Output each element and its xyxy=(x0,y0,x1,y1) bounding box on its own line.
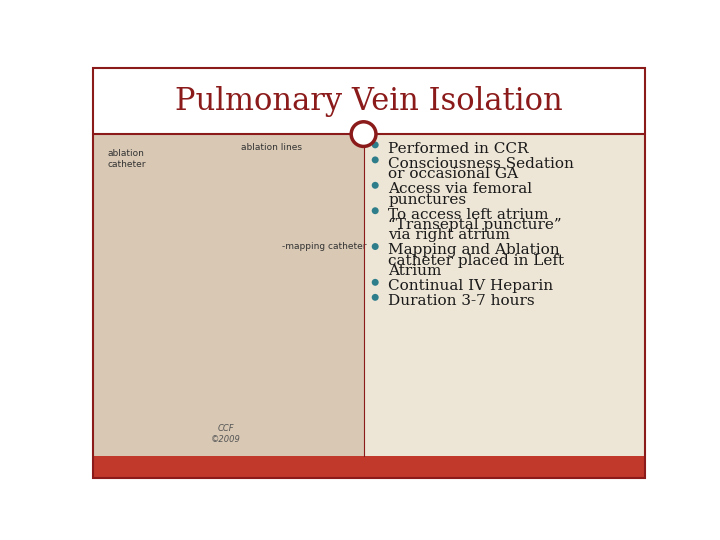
Text: Mapping and Ablation: Mapping and Ablation xyxy=(388,244,560,258)
Text: Duration 3-7 hours: Duration 3-7 hours xyxy=(388,294,535,308)
Text: or occasional GA: or occasional GA xyxy=(388,167,518,181)
Circle shape xyxy=(372,141,379,149)
Text: -mapping catheter: -mapping catheter xyxy=(282,242,366,251)
Circle shape xyxy=(372,243,379,250)
Text: Performed in CCR: Performed in CCR xyxy=(388,142,529,156)
Text: ablation lines: ablation lines xyxy=(241,143,302,152)
Text: Atrium: Atrium xyxy=(388,264,442,278)
Text: Continual IV Heparin: Continual IV Heparin xyxy=(388,279,554,293)
FancyBboxPatch shape xyxy=(94,456,644,477)
Circle shape xyxy=(372,294,379,301)
Circle shape xyxy=(372,157,379,164)
Text: Consciousness Sedation: Consciousness Sedation xyxy=(388,157,575,171)
Circle shape xyxy=(372,207,379,214)
Text: “Transeptal puncture”: “Transeptal puncture” xyxy=(388,218,562,232)
FancyBboxPatch shape xyxy=(94,69,644,134)
Text: CCF
©2009: CCF ©2009 xyxy=(211,424,240,444)
Text: To access left atrium: To access left atrium xyxy=(388,208,549,221)
Circle shape xyxy=(351,122,376,146)
Text: Pulmonary Vein Isolation: Pulmonary Vein Isolation xyxy=(175,86,563,117)
Text: catheter placed in Left: catheter placed in Left xyxy=(388,254,564,268)
Circle shape xyxy=(372,182,379,189)
FancyBboxPatch shape xyxy=(94,134,644,456)
Text: punctures: punctures xyxy=(388,193,467,207)
Text: Access via femoral: Access via femoral xyxy=(388,182,533,196)
FancyBboxPatch shape xyxy=(364,134,644,456)
FancyBboxPatch shape xyxy=(94,134,364,456)
Text: via right atrium: via right atrium xyxy=(388,228,510,242)
Text: ablation
catheter: ablation catheter xyxy=(107,150,145,169)
Circle shape xyxy=(372,279,379,286)
